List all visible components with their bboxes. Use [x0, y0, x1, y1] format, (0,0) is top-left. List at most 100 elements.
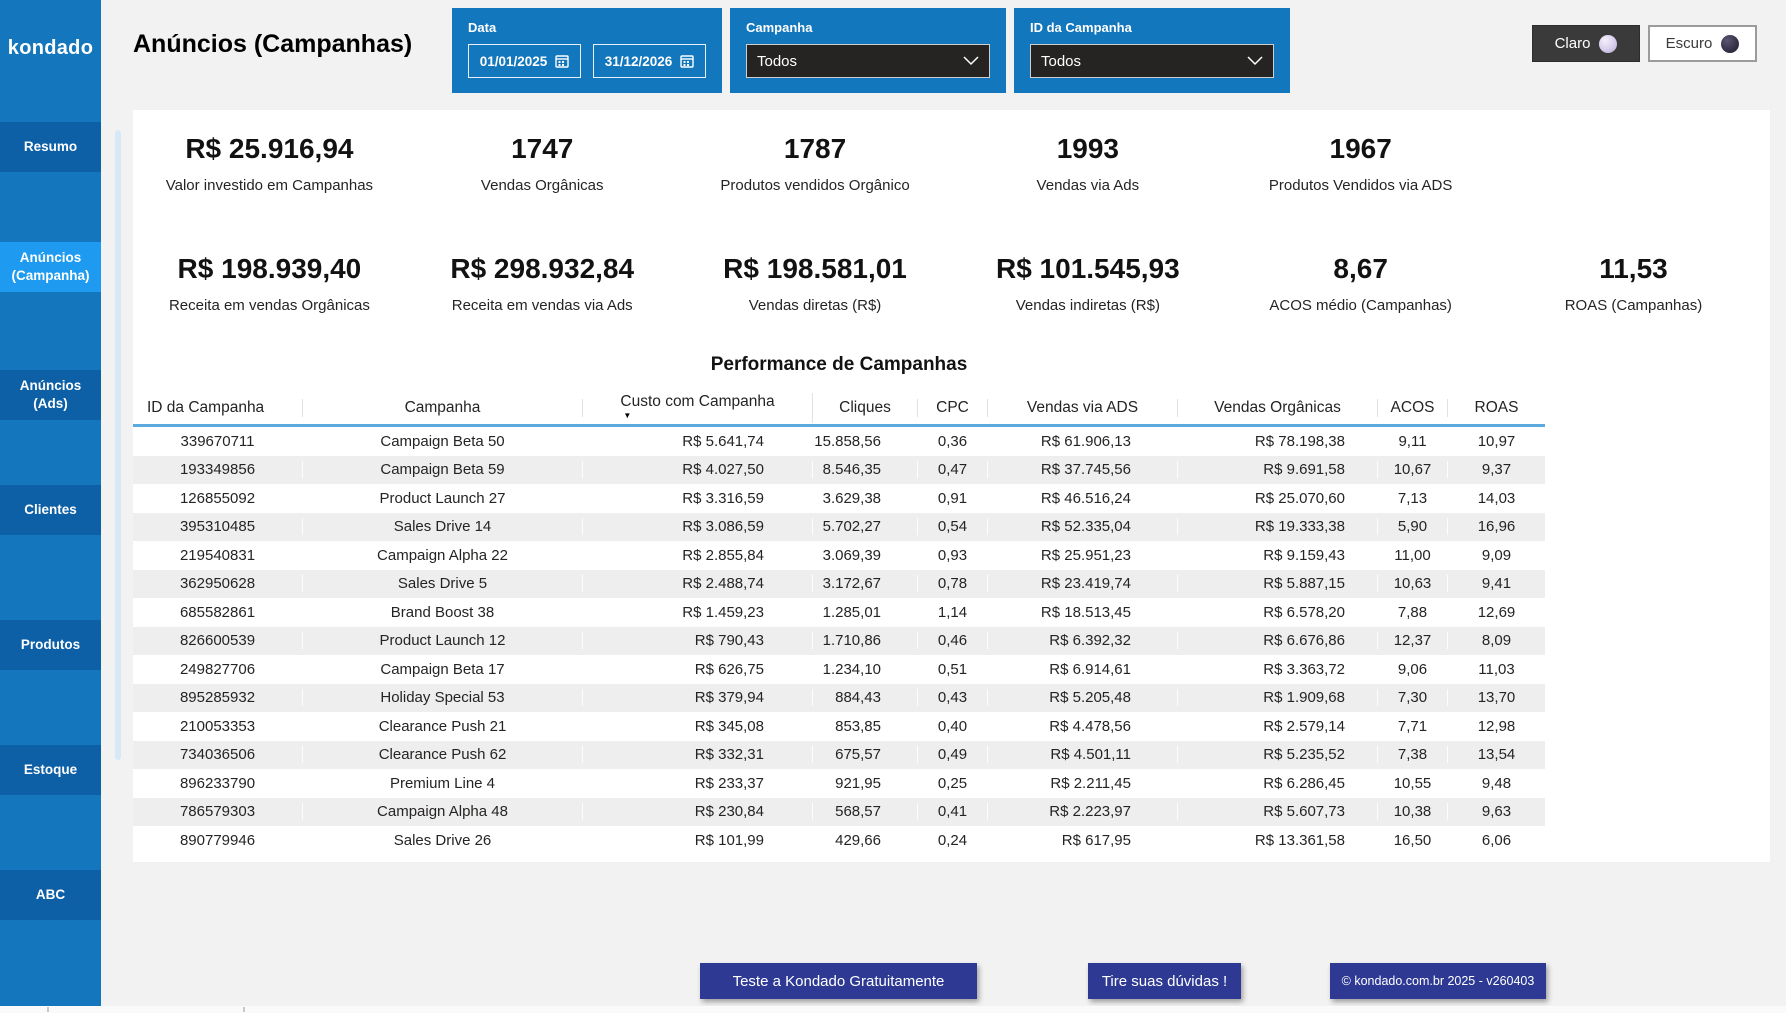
cell-vendas-organicas: R$ 6.676,86 — [1178, 632, 1378, 650]
trial-button[interactable]: Teste a Kondado Gratuitamente — [700, 963, 977, 999]
table-row-210053353[interactable]: 210053353 Clearance Push 21 R$ 345,08 853,8… — [133, 712, 1545, 741]
column-header-roas[interactable]: ROAS — [1474, 398, 1519, 416]
sidebar-item-resumo[interactable]: Resumo — [0, 122, 101, 172]
cell-vendas-via-ads: R$ 2.223,97 — [988, 803, 1178, 821]
cell-campanha: Product Launch 27 — [303, 489, 583, 507]
horizontal-scrollbar[interactable] — [0, 1006, 1786, 1013]
cell-roas: 12,69 — [1477, 603, 1516, 621]
light-theme-button[interactable]: Claro — [1532, 25, 1640, 62]
table-row-890779946[interactable]: 890779946 Sales Drive 26 R$ 101,99 429,66 0,… — [133, 826, 1545, 855]
column-header-custo-com-campanha[interactable]: Custo com Campanha ▼ — [583, 392, 813, 423]
kpi-receita-em-vendas-organicas: R$ 198.939,40 Receita em vendas Orgânicas — [133, 252, 406, 314]
kpi-produtos-vendidos-organico: 1787 Produtos vendidos Orgânico — [679, 132, 952, 194]
sidebar-item-abc[interactable]: ABC — [0, 870, 101, 920]
table-row-219540831[interactable]: 219540831 Campaign Alpha 22 R$ 2.855,84 3.0… — [133, 541, 1545, 570]
cell-custo-com-campanha: R$ 2.488,74 — [583, 575, 813, 593]
cell-id-da-campanha: 896233790 — [133, 774, 303, 792]
cell-custo-com-campanha: R$ 626,75 — [583, 660, 813, 678]
cell-id-da-campanha: 219540831 — [133, 546, 303, 564]
sidebar-item-produtos[interactable]: Produtos — [0, 620, 101, 670]
support-button[interactable]: Tire suas dúvidas ! — [1088, 963, 1241, 999]
page-title: Anúncios (Campanhas) — [133, 30, 413, 58]
cell-custo-com-campanha: R$ 2.855,84 — [583, 546, 813, 564]
kpi-acos-medio-campanhas: 8,67 ACOS médio (Campanhas) — [1224, 252, 1497, 314]
cell-campanha: Sales Drive 5 — [303, 575, 583, 593]
table-row-362950628[interactable]: 362950628 Sales Drive 5 R$ 2.488,74 3.172,6… — [133, 569, 1545, 598]
cell-cliques: 1.234,10 — [813, 660, 918, 678]
cell-vendas-organicas: R$ 1.909,68 — [1178, 689, 1378, 707]
cell-acos: 5,90 — [1378, 518, 1448, 536]
copyright-button[interactable]: © kondado.com.br 2025 - v260403 — [1330, 963, 1546, 999]
cell-id-da-campanha: 193349856 — [133, 461, 303, 479]
column-header-cpc[interactable]: CPC — [918, 398, 988, 417]
kpi-vendas-indiretas-r: R$ 101.545,93 Vendas indiretas (R$) — [951, 252, 1224, 314]
table-row-339670711[interactable]: 339670711 Campaign Beta 50 R$ 5.641,74 15.8… — [133, 427, 1545, 456]
date-filter-label: Data — [468, 20, 497, 35]
kpi-value: R$ 198.581,01 — [723, 253, 907, 284]
table-row-685582861[interactable]: 685582861 Brand Boost 38 R$ 1.459,23 1.285,… — [133, 598, 1545, 627]
kpi-value: 1993 — [1056, 133, 1119, 164]
column-header-acos[interactable]: ACOS — [1378, 398, 1448, 417]
campaign-filter-panel: Campanha Todos — [730, 8, 1006, 93]
date-end-input[interactable]: 31/12/2026 — [593, 44, 706, 78]
cell-acos: 11,00 — [1378, 546, 1448, 564]
cell-vendas-via-ads: R$ 61.906,13 — [988, 432, 1178, 450]
sidebar-item-anuncios-ads[interactable]: Anúncios (Ads) — [0, 370, 101, 420]
kpi-label: Receita em vendas via Ads — [451, 297, 633, 314]
cell-cliques: 568,57 — [813, 803, 918, 821]
table-row-786579303[interactable]: 786579303 Campaign Alpha 48 R$ 230,84 568,5… — [133, 797, 1545, 826]
cell-acos: 7,71 — [1378, 717, 1448, 735]
cell-cpc: 1,14 — [918, 603, 988, 621]
cell-acos: 7,88 — [1378, 603, 1448, 621]
table-row-734036506[interactable]: 734036506 Clearance Push 62 R$ 332,31 675,5… — [133, 740, 1545, 769]
cell-cliques: 921,95 — [813, 774, 918, 792]
campaign-performance-table: ID da Campanha Campanha Custo com Campanha… — [133, 391, 1545, 855]
column-header-vendas-organicas[interactable]: Vendas Orgânicas — [1178, 398, 1378, 417]
column-header-campanha[interactable]: Campanha — [303, 398, 583, 417]
column-header-cliques[interactable]: Cliques — [813, 398, 918, 417]
kpi-value: 1747 — [511, 133, 574, 164]
dark-theme-button[interactable]: Escuro — [1648, 25, 1757, 62]
chevron-down-icon — [963, 56, 979, 66]
sidebar-item-clientes[interactable]: Clientes — [0, 485, 101, 535]
cell-id-da-campanha: 890779946 — [133, 831, 303, 849]
campaign-id-dropdown[interactable]: Todos — [1030, 44, 1274, 78]
column-header-vendas-via-ads[interactable]: Vendas via ADS — [988, 398, 1178, 417]
cell-roas: 12,98 — [1477, 717, 1516, 735]
date-start-input[interactable]: 01/01/2025 — [468, 44, 581, 78]
cell-vendas-via-ads: R$ 5.205,48 — [988, 689, 1178, 707]
sidebar-item-anuncios-campanha[interactable]: Anúncios (Campanha) — [0, 242, 101, 292]
cell-vendas-via-ads: R$ 617,95 — [988, 831, 1178, 849]
cell-id-da-campanha: 395310485 — [133, 518, 303, 536]
cell-vendas-via-ads: R$ 4.501,11 — [988, 746, 1178, 764]
campaign-dropdown[interactable]: Todos — [746, 44, 990, 78]
cell-custo-com-campanha: R$ 345,08 — [583, 717, 813, 735]
cell-vendas-via-ads: R$ 46.516,24 — [988, 489, 1178, 507]
sidebar-item-estoque[interactable]: Estoque — [0, 745, 101, 795]
cell-cpc: 0,51 — [918, 660, 988, 678]
kpi-label: Vendas indiretas (R$) — [1015, 297, 1160, 314]
table-row-126855092[interactable]: 126855092 Product Launch 27 R$ 3.316,59 3.6… — [133, 484, 1545, 513]
cell-cliques: 853,85 — [813, 717, 918, 735]
page-scrollbar[interactable] — [115, 130, 121, 760]
light-theme-label: Claro — [1554, 35, 1591, 52]
cell-roas: 13,54 — [1477, 746, 1516, 764]
table-row-249827706[interactable]: 249827706 Campaign Beta 17 R$ 626,75 1.234,… — [133, 655, 1545, 684]
table-row-395310485[interactable]: 395310485 Sales Drive 14 R$ 3.086,59 5.702,… — [133, 512, 1545, 541]
date-start-value: 01/01/2025 — [479, 53, 548, 69]
cell-campanha: Brand Boost 38 — [303, 603, 583, 621]
table-row-826600539[interactable]: 826600539 Product Launch 12 R$ 790,43 1.710… — [133, 626, 1545, 655]
table-row-895285932[interactable]: 895285932 Holiday Special 53 R$ 379,94 884,… — [133, 683, 1545, 712]
cell-roas: 9,63 — [1481, 803, 1512, 821]
column-header-id-da-campanha[interactable]: ID da Campanha — [133, 398, 303, 417]
cell-campanha: Campaign Beta 50 — [303, 432, 583, 450]
cell-cliques: 675,57 — [813, 746, 918, 764]
table-row-193349856[interactable]: 193349856 Campaign Beta 59 R$ 4.027,50 8.54… — [133, 455, 1545, 484]
cell-acos: 12,37 — [1378, 632, 1448, 650]
kpi-label: Vendas diretas (R$) — [748, 297, 882, 314]
cell-vendas-organicas: R$ 13.361,58 — [1178, 831, 1378, 849]
cell-vendas-organicas: R$ 6.578,20 — [1178, 603, 1378, 621]
kpi-value: 1787 — [783, 133, 847, 164]
chevron-down-icon — [1247, 56, 1263, 66]
table-row-896233790[interactable]: 896233790 Premium Line 4 R$ 233,37 921,95 0,… — [133, 769, 1545, 798]
